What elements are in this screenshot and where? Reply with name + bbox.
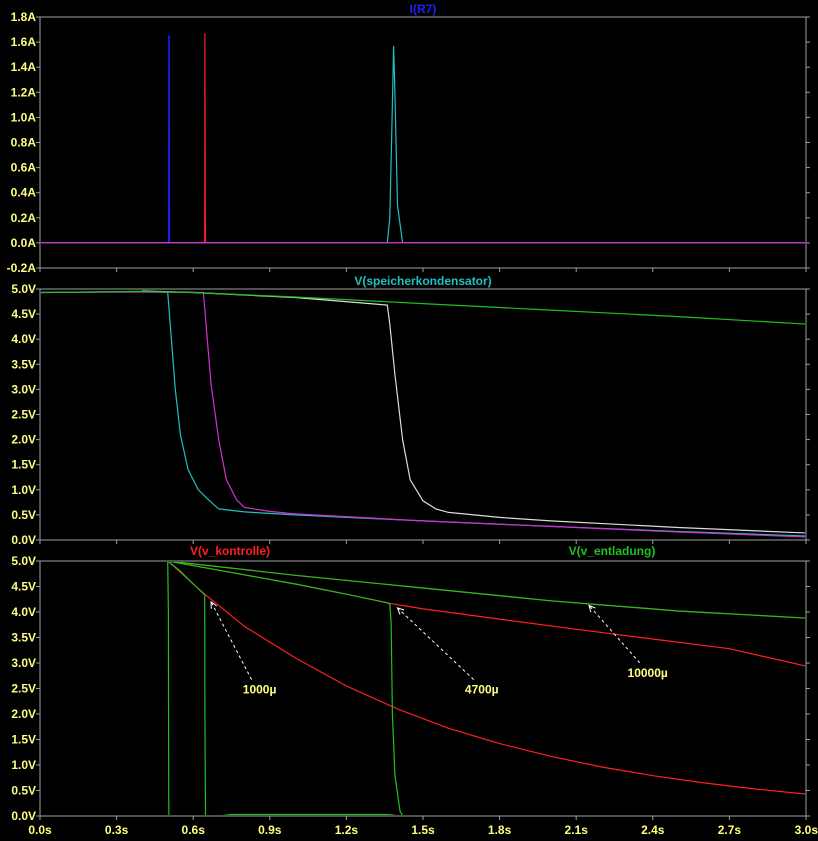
- pane-title: I(R7): [410, 2, 437, 16]
- y-tick-label: 0.5V: [11, 508, 36, 522]
- x-tick-label: 0.0s: [28, 823, 52, 837]
- series-line-5: [167, 562, 207, 815]
- plot-frame: [39, 16, 807, 269]
- annotation-arrowhead: [396, 607, 405, 615]
- chart-pane-2: [36, 288, 810, 544]
- annotation-arrow: [210, 601, 253, 680]
- y-tick-label: 1.0V: [11, 758, 36, 772]
- annotation-label: 10000µ: [628, 666, 668, 680]
- pane-title: V(v_entladung): [569, 544, 656, 558]
- x-tick-label: 0.9s: [258, 823, 282, 837]
- x-tick-label: 3.0s: [795, 823, 818, 837]
- y-tick-label: 0.8A: [11, 136, 37, 150]
- x-tick-label: 2.4s: [641, 823, 665, 837]
- x-tick-label: 0.6s: [182, 823, 206, 837]
- x-tick-label: 1.2s: [335, 823, 359, 837]
- y-tick-label: 5.0V: [11, 282, 36, 296]
- annotation-arrow: [588, 605, 641, 664]
- x-tick-label: 2.7s: [718, 823, 742, 837]
- y-tick-label: 1.5V: [11, 458, 36, 472]
- series-line-2: [41, 291, 805, 538]
- y-tick-label: 0.0V: [11, 533, 36, 547]
- y-tick-label: 3.0V: [11, 656, 36, 670]
- x-tick-label: 0.3s: [105, 823, 129, 837]
- chart-pane-3: [36, 560, 810, 820]
- y-tick-label: 0.0A: [11, 236, 37, 250]
- y-tick-label: 0.0V: [11, 809, 36, 823]
- y-tick-label: 2.0V: [11, 707, 36, 721]
- y-tick-label: 4.5V: [11, 307, 36, 321]
- y-tick-label: 3.5V: [11, 631, 36, 645]
- chart-pane-1: [36, 16, 810, 272]
- y-tick-label: 3.5V: [11, 357, 36, 371]
- y-tick-label: 0.4A: [11, 186, 37, 200]
- x-tick-label: 1.8s: [488, 823, 512, 837]
- annotation-arrowhead: [588, 604, 596, 613]
- y-tick-label: 1.8A: [11, 10, 37, 24]
- y-tick-label: 5.0V: [11, 554, 36, 568]
- plot-frame: [39, 288, 807, 541]
- y-tick-label: 1.4A: [11, 60, 37, 74]
- y-tick-label: 4.0V: [11, 332, 36, 346]
- y-tick-label: 1.2A: [11, 85, 37, 99]
- series-line-3: [41, 45, 805, 244]
- pane-title: V(v_kontrolle): [190, 544, 270, 558]
- pane-title: V(speicherkondensator): [354, 274, 491, 288]
- annotation-arrowhead: [210, 600, 217, 609]
- y-tick-label: 4.5V: [11, 580, 36, 594]
- series-line-3: [142, 290, 805, 534]
- y-tick-label: 2.5V: [11, 682, 36, 696]
- x-tick-label: 2.1s: [565, 823, 589, 837]
- annotation-label: 4700µ: [465, 683, 499, 697]
- y-tick-label: 0.2A: [11, 211, 37, 225]
- x-tick-label: 1.5s: [411, 823, 435, 837]
- y-tick-label: -0.2A: [7, 261, 37, 275]
- series-line-6: [169, 562, 403, 815]
- y-tick-label: 2.0V: [11, 433, 36, 447]
- y-tick-label: 0.5V: [11, 784, 36, 798]
- y-tick-label: 1.6A: [11, 35, 37, 49]
- y-tick-label: 1.0V: [11, 483, 36, 497]
- y-tick-label: 1.5V: [11, 733, 36, 747]
- plot-frame: [39, 560, 807, 817]
- y-tick-label: 4.0V: [11, 605, 36, 619]
- y-tick-label: 2.5V: [11, 408, 36, 422]
- series-line-4: [167, 562, 170, 815]
- y-tick-label: 3.0V: [11, 382, 36, 396]
- y-tick-label: 0.6A: [11, 161, 37, 175]
- series-line-4: [41, 290, 805, 325]
- series-line-8: [171, 562, 805, 619]
- series-line-7: [222, 813, 396, 815]
- y-tick-label: 1.0A: [11, 110, 37, 124]
- annotation-label: 1000µ: [243, 683, 277, 697]
